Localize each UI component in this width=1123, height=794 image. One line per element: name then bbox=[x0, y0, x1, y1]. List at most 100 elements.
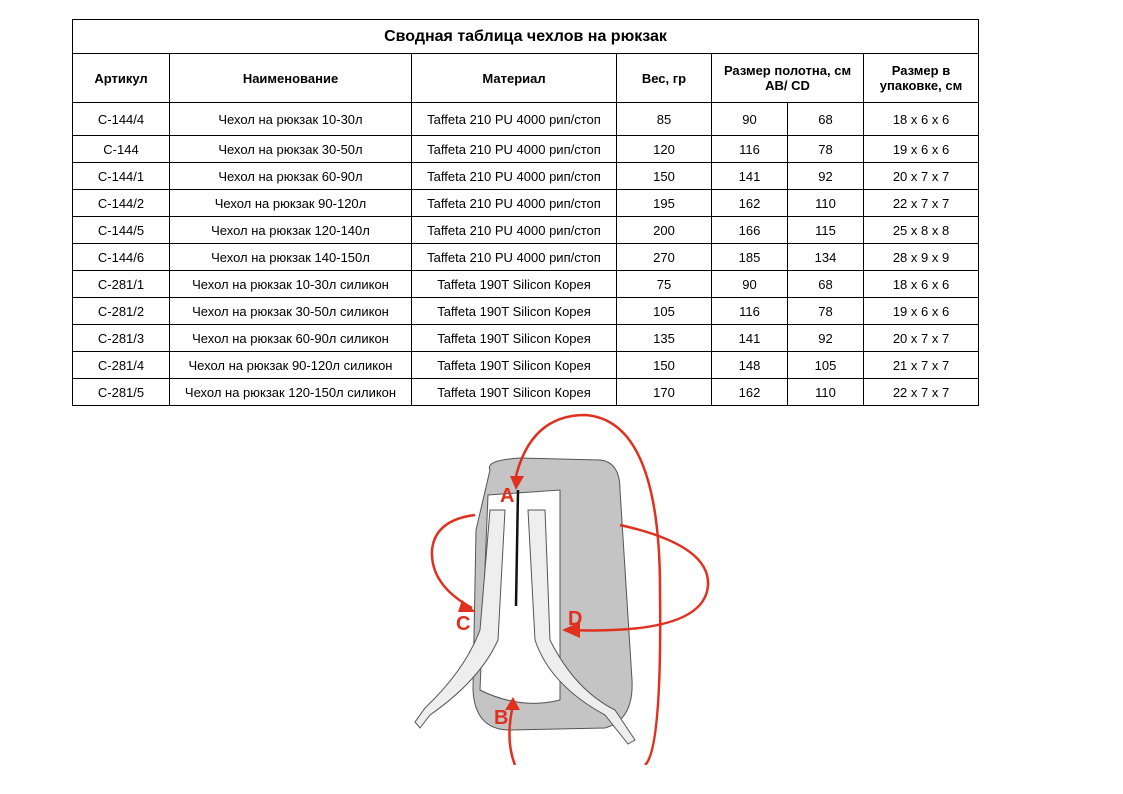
table-cell: 116 bbox=[711, 297, 788, 325]
shoulder-strap-right bbox=[527, 509, 636, 745]
table-cell: 90 bbox=[711, 102, 788, 136]
table-cell: C-281/1 bbox=[72, 270, 170, 298]
table-cell: Чехол на рюкзак 60-90л bbox=[169, 162, 412, 190]
table-row: C-281/4 Чехол на рюкзак 90-120л силикон Ta… bbox=[72, 351, 979, 379]
arrow-ab bbox=[508, 413, 662, 765]
table-cell: 185 bbox=[711, 243, 788, 271]
table-cell: Чехол на рюкзак 120-140л bbox=[169, 216, 412, 244]
table-row: C-144/6 Чехол на рюкзак 140-150л Taffeta 2… bbox=[72, 243, 979, 271]
table-cell: Чехол на рюкзак 10-30л bbox=[169, 102, 412, 136]
label-d: D bbox=[568, 608, 582, 630]
table-cell: Taffeta 190T Silicon Корея bbox=[411, 351, 617, 379]
header-pack-size: Размер в упаковке, см bbox=[863, 53, 979, 103]
table-cell: 19 x 6 x 6 bbox=[863, 297, 979, 325]
table-cell: Чехол на рюкзак 90-120л силикон bbox=[169, 351, 412, 379]
table-cell: C-281/3 bbox=[72, 324, 170, 352]
table-cell: 92 bbox=[787, 324, 864, 352]
table-cell: 19 x 6 x 6 bbox=[863, 135, 979, 163]
table-cell: 25 x 8 x 8 bbox=[863, 216, 979, 244]
table-row: C-144/5 Чехол на рюкзак 120-140л Taffeta 2… bbox=[72, 216, 979, 244]
table-cell: Taffeta 210 PU 4000 рип/стоп bbox=[411, 102, 617, 136]
table-cell: 115 bbox=[787, 216, 864, 244]
table-cell: C-144/5 bbox=[72, 216, 170, 244]
table-cell: 92 bbox=[787, 162, 864, 190]
shoulder-strap-left bbox=[414, 509, 506, 729]
table-cell: C-144/4 bbox=[72, 102, 170, 136]
table-cell: 90 bbox=[711, 270, 788, 298]
table-cell: 270 bbox=[616, 243, 712, 271]
table-cell: Taffeta 190T Silicon Корея bbox=[411, 378, 617, 406]
backpack-cover-diagram: A B C D bbox=[414, 413, 710, 765]
table-cell: Taffeta 190T Silicon Корея bbox=[411, 297, 617, 325]
table-cell: Чехол на рюкзак 30-50л силикон bbox=[169, 297, 412, 325]
cover-summary-table: Сводная таблица чехлов на рюкзак Артикул… bbox=[72, 19, 979, 406]
header-weight: Вес, гр bbox=[616, 53, 712, 103]
table-row: C-144/4 Чехол на рюкзак 10-30л Taffeta 210… bbox=[72, 102, 979, 136]
table-cell: 85 bbox=[616, 102, 712, 136]
table-row: C-144/1 Чехол на рюкзак 60-90л Taffeta 210… bbox=[72, 162, 979, 190]
table-cell: 150 bbox=[616, 162, 712, 190]
table-cell: 105 bbox=[616, 297, 712, 325]
label-c: C bbox=[456, 613, 470, 635]
table-cell: C-144/2 bbox=[72, 189, 170, 217]
table-row: C-281/2 Чехол на рюкзак 30-50л силикон Taf… bbox=[72, 297, 979, 325]
table-row: C-281/1 Чехол на рюкзак 10-30л силикон Taf… bbox=[72, 270, 979, 298]
header-fabric-size: Размер полотна, см AB/ CD bbox=[711, 53, 864, 103]
table-cell: Taffeta 190T Silicon Корея bbox=[411, 324, 617, 352]
table-cell: 162 bbox=[711, 378, 788, 406]
table-cell: 116 bbox=[711, 135, 788, 163]
table-cell: Чехол на рюкзак 10-30л силикон bbox=[169, 270, 412, 298]
table-cell: 20 x 7 x 7 bbox=[863, 162, 979, 190]
zipper bbox=[514, 489, 520, 607]
table-cell: 78 bbox=[787, 297, 864, 325]
table-cell: 134 bbox=[787, 243, 864, 271]
table-cell: 200 bbox=[616, 216, 712, 244]
table-cell: Taffeta 210 PU 4000 рип/стоп bbox=[411, 216, 617, 244]
table-cell: Taffeta 210 PU 4000 рип/стоп bbox=[411, 243, 617, 271]
table-cell: 110 bbox=[787, 378, 864, 406]
table-cell: 148 bbox=[711, 351, 788, 379]
table-cell: 135 bbox=[616, 324, 712, 352]
arrowheads bbox=[458, 476, 580, 710]
table-cell: C-281/2 bbox=[72, 297, 170, 325]
table-cell: Чехол на рюкзак 90-120л bbox=[169, 189, 412, 217]
arrow-d bbox=[569, 523, 710, 632]
arrow-c bbox=[430, 513, 476, 610]
table-cell: 120 bbox=[616, 135, 712, 163]
table-cell: C-281/4 bbox=[72, 351, 170, 379]
table-cell: 141 bbox=[711, 162, 788, 190]
table-cell: 195 bbox=[616, 189, 712, 217]
table-row: C-281/5 Чехол на рюкзак 120-150л силикон T… bbox=[72, 378, 979, 406]
table-cell: 110 bbox=[787, 189, 864, 217]
table-cell: 68 bbox=[787, 270, 864, 298]
table-row: C-281/3 Чехол на рюкзак 60-90л силикон Taf… bbox=[72, 324, 979, 352]
table-cell: 68 bbox=[787, 102, 864, 136]
table-row: C-144/2 Чехол на рюкзак 90-120л Taffeta 21… bbox=[72, 189, 979, 217]
table-cell: Чехол на рюкзак 60-90л силикон bbox=[169, 324, 412, 352]
table-cell: 75 bbox=[616, 270, 712, 298]
table-cell: Taffeta 210 PU 4000 рип/стоп bbox=[411, 189, 617, 217]
table-cell: 105 bbox=[787, 351, 864, 379]
table-cell: Taffeta 210 PU 4000 рип/стоп bbox=[411, 162, 617, 190]
table-cell: C-144/1 bbox=[72, 162, 170, 190]
table-cell: Taffeta 190T Silicon Корея bbox=[411, 270, 617, 298]
table-cell: 28 x 9 x 9 bbox=[863, 243, 979, 271]
label-b: B bbox=[494, 707, 508, 729]
table-cell: 150 bbox=[616, 351, 712, 379]
table-cell: 162 bbox=[711, 189, 788, 217]
table-cell: 21 x 7 x 7 bbox=[863, 351, 979, 379]
table-cell: Чехол на рюкзак 140-150л bbox=[169, 243, 412, 271]
table-cell: C-144 bbox=[72, 135, 170, 163]
table-row: C-144 Чехол на рюкзак 30-50л Taffeta 210 P… bbox=[72, 135, 979, 163]
table-cell: C-144/6 bbox=[72, 243, 170, 271]
table-cell: Taffeta 210 PU 4000 рип/стоп bbox=[411, 135, 617, 163]
table-cell: 18 x 6 x 6 bbox=[863, 102, 979, 136]
table-cell: 20 x 7 x 7 bbox=[863, 324, 979, 352]
table-cell: 166 bbox=[711, 216, 788, 244]
table-cell: 22 x 7 x 7 bbox=[863, 189, 979, 217]
table-cell: Чехол на рюкзак 30-50л bbox=[169, 135, 412, 163]
table-cell: 22 x 7 x 7 bbox=[863, 378, 979, 406]
header-material: Материал bbox=[411, 53, 617, 103]
table-cell: 78 bbox=[787, 135, 864, 163]
table-cell: 18 x 6 x 6 bbox=[863, 270, 979, 298]
